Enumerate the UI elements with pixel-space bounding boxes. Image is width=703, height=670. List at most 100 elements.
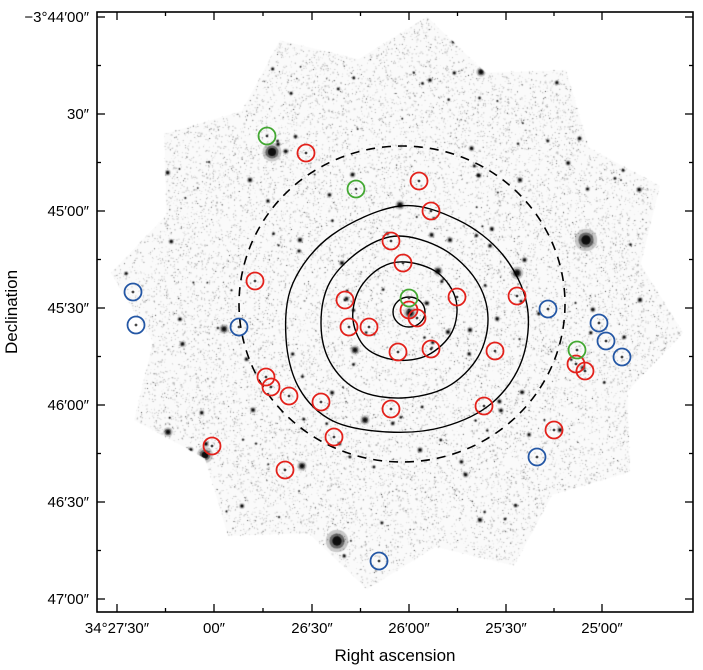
source-marker-blue bbox=[229, 317, 249, 337]
source-marker-red bbox=[393, 253, 413, 273]
source-marker-blue bbox=[126, 315, 146, 335]
y-axis-title: Declination bbox=[2, 270, 21, 354]
source-marker-red bbox=[335, 290, 355, 310]
source-marker-red bbox=[575, 361, 595, 381]
source-marker-red bbox=[381, 399, 401, 419]
x-tick-label: 00″ bbox=[203, 620, 226, 637]
marked-source-dot bbox=[131, 290, 135, 294]
source-marker-blue bbox=[123, 282, 143, 302]
marked-source-dot bbox=[429, 347, 433, 351]
marked-source-dot bbox=[515, 294, 519, 298]
marked-source-dot bbox=[319, 400, 323, 404]
source-marker-green bbox=[399, 288, 419, 308]
y-tick-label: 46′30″ bbox=[48, 494, 90, 511]
source-marker-red bbox=[388, 342, 408, 362]
marked-source-dot bbox=[347, 325, 351, 329]
marked-source-dot bbox=[574, 362, 578, 366]
marked-source-dot bbox=[482, 404, 486, 408]
source-marker-red bbox=[447, 287, 467, 307]
marked-source-dot bbox=[429, 209, 433, 213]
marked-source-dot bbox=[287, 394, 291, 398]
x-tick-label: 34°27′30″ bbox=[85, 620, 150, 637]
density-contour-1 bbox=[284, 204, 530, 434]
source-marker-red bbox=[359, 317, 379, 337]
source-marker-blue bbox=[527, 447, 547, 467]
source-marker-red bbox=[296, 143, 316, 163]
source-marker-red bbox=[324, 427, 344, 447]
source-marker-red bbox=[279, 386, 299, 406]
marked-source-dot bbox=[389, 407, 393, 411]
marked-source-dot bbox=[604, 339, 608, 343]
generated-plot-elements: 34°27′30″ 00″ 26′30″ 26′00″ 25′30″ 25′00″ −3°4… bbox=[24, 9, 694, 637]
source-marker-blue bbox=[589, 313, 609, 333]
marked-source-dot bbox=[493, 349, 497, 353]
y-tick-label: −3°44′00″ bbox=[24, 9, 89, 26]
dashed-aperture-circle bbox=[238, 145, 566, 463]
marked-source-dot bbox=[535, 455, 539, 459]
marked-source-dot bbox=[265, 134, 269, 138]
source-marker-blue bbox=[369, 551, 389, 571]
marked-source-dot bbox=[575, 348, 579, 352]
source-marker-blue bbox=[596, 331, 616, 351]
source-marker-red bbox=[202, 436, 222, 456]
marked-source-dot bbox=[253, 279, 257, 283]
x-axis-title: Right ascension bbox=[335, 646, 456, 665]
marked-source-dot bbox=[417, 179, 421, 183]
source-marker-red bbox=[407, 308, 427, 328]
source-marker-red bbox=[474, 396, 494, 416]
source-marker-red bbox=[544, 420, 564, 440]
source-marker-blue bbox=[612, 347, 632, 367]
x-tick-label: 26′30″ bbox=[291, 620, 333, 637]
source-marker-red bbox=[381, 231, 401, 251]
marked-source-dot bbox=[332, 435, 336, 439]
marked-source-dot bbox=[210, 444, 214, 448]
source-marker-red bbox=[311, 392, 331, 412]
marked-source-dot bbox=[237, 325, 241, 329]
marked-source-dot bbox=[620, 355, 624, 359]
source-marker-red bbox=[507, 286, 527, 306]
source-marker-red bbox=[245, 271, 265, 291]
marked-source-dot bbox=[343, 298, 347, 302]
marked-source-dot bbox=[396, 350, 400, 354]
marked-source-dot bbox=[583, 369, 587, 373]
marked-source-dot bbox=[552, 428, 556, 432]
source-marker-green bbox=[567, 340, 587, 360]
axes-frame bbox=[96, 11, 694, 613]
y-tick-label: 30″ bbox=[67, 106, 90, 123]
y-tick-label: 45′30″ bbox=[48, 300, 90, 317]
marked-source-dot bbox=[407, 296, 411, 300]
source-marker-blue bbox=[538, 299, 558, 319]
marked-source-dot bbox=[401, 261, 405, 265]
y-tick-label: 46′00″ bbox=[48, 397, 90, 414]
source-marker-red bbox=[256, 367, 276, 387]
density-contour-2 bbox=[320, 235, 489, 399]
marked-source-dot bbox=[377, 559, 381, 563]
source-marker-red bbox=[261, 377, 281, 397]
marked-source-dot bbox=[367, 325, 371, 329]
marked-source-dot bbox=[283, 468, 287, 472]
source-marker-red bbox=[409, 171, 429, 191]
marked-source-dot bbox=[597, 321, 601, 325]
marked-source-dot bbox=[455, 295, 459, 299]
source-marker-red bbox=[421, 201, 441, 221]
source-marker-green bbox=[257, 126, 277, 146]
marked-source-dot bbox=[134, 323, 138, 327]
source-marker-red bbox=[485, 341, 505, 361]
marked-source-dot bbox=[415, 316, 419, 320]
x-tick-label: 25′00″ bbox=[581, 620, 623, 637]
marked-source-dot bbox=[407, 308, 411, 312]
x-tick-label: 25′30″ bbox=[485, 620, 527, 637]
marked-source-dot bbox=[546, 307, 550, 311]
x-tick-label: 26′00″ bbox=[388, 620, 430, 637]
marked-source-dot bbox=[354, 187, 358, 191]
marked-source-dot bbox=[389, 239, 393, 243]
source-marker-red bbox=[275, 460, 295, 480]
source-marker-red bbox=[421, 339, 441, 359]
source-marker-green bbox=[346, 179, 366, 199]
marked-source-dot bbox=[269, 385, 273, 389]
marked-source-dot bbox=[304, 151, 308, 155]
y-tick-label: 47′00″ bbox=[48, 591, 90, 608]
y-tick-label: 45′00″ bbox=[48, 203, 90, 220]
